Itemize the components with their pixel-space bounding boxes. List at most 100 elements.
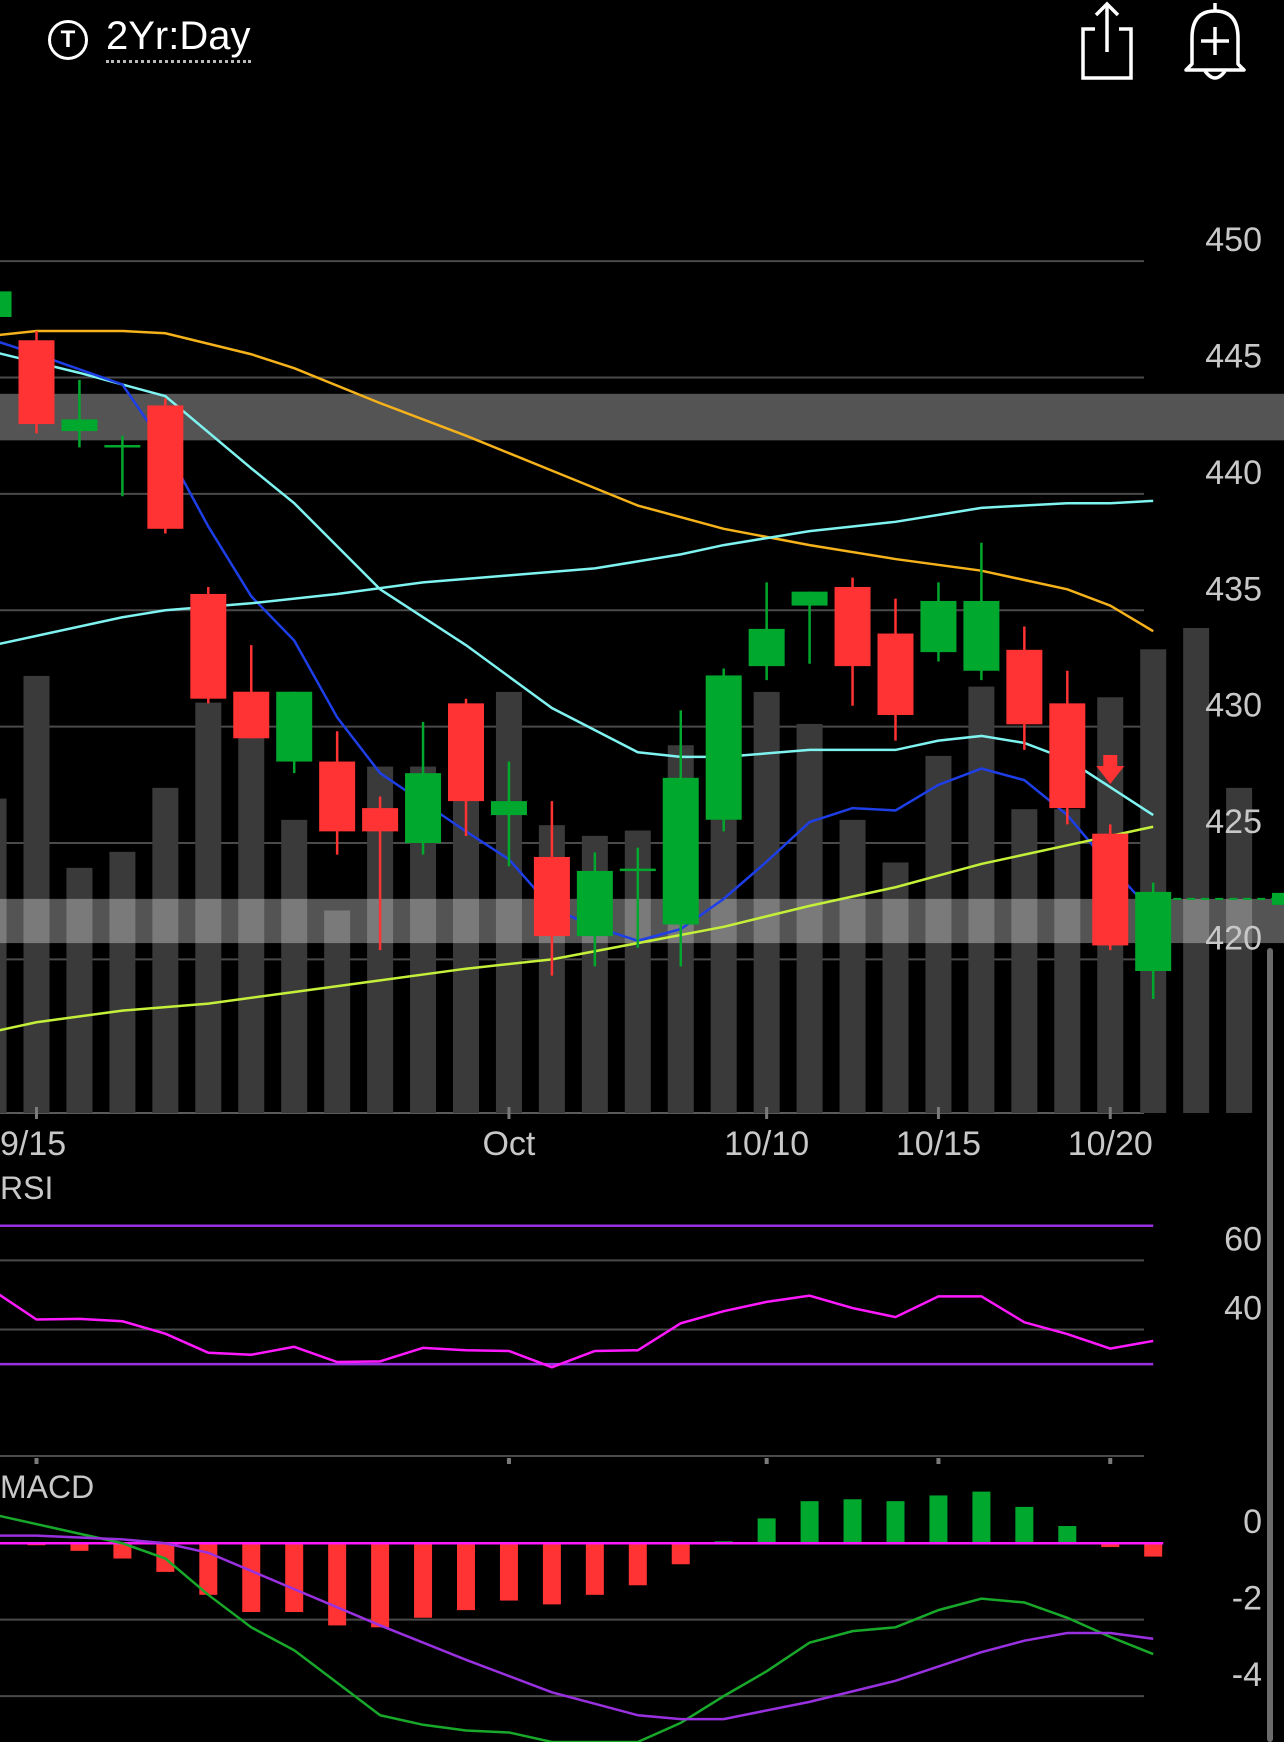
candle-body — [319, 761, 356, 832]
macd-histogram-bar — [1101, 1543, 1120, 1548]
price-axis: 450 445 440 435 430 425 420 — [1205, 221, 1262, 957]
candle-body — [147, 405, 184, 529]
candle-body — [61, 419, 98, 432]
candle-body — [1092, 833, 1129, 946]
candle-body — [190, 593, 227, 699]
candle-body — [276, 691, 313, 762]
date-tick-label: 9/15 — [0, 1125, 66, 1163]
date-tick-label: 10/10 — [724, 1125, 809, 1163]
macd-histogram-bar — [414, 1543, 433, 1618]
candle-body — [791, 591, 828, 606]
vertical-scrollbar[interactable] — [1267, 948, 1273, 1742]
macd-histogram-bar — [457, 1543, 475, 1611]
volume-bar — [23, 675, 50, 1113]
volume-bar — [1011, 809, 1038, 1113]
candle-body — [963, 600, 1000, 671]
price-tick-label: 430 — [1205, 687, 1262, 725]
volume-bar — [1226, 787, 1253, 1113]
price-tick-label: 450 — [1205, 221, 1262, 259]
macd-histogram-bar — [800, 1501, 819, 1544]
volume-bar — [796, 723, 823, 1113]
macd-histogram-bar — [542, 1543, 561, 1605]
candle-body — [104, 445, 141, 448]
candle-body — [533, 856, 570, 937]
ticker-symbol-icon[interactable]: T — [48, 20, 88, 60]
candle-body — [1006, 649, 1043, 725]
macd-histogram-bar — [1144, 1543, 1163, 1557]
candle-body — [1135, 891, 1172, 972]
candle-body — [0, 291, 12, 317]
candle-body — [1049, 703, 1086, 809]
candle-body — [448, 703, 484, 802]
volume-bar — [1054, 809, 1081, 1113]
add-alert-bell-icon[interactable] — [1180, 0, 1250, 82]
macd-histogram-bar — [1058, 1526, 1077, 1544]
rsi-line — [0, 1293, 1154, 1369]
time-range-selector[interactable]: 2Yr:Day — [106, 14, 251, 63]
price-tick-label: 440 — [1205, 454, 1262, 492]
price-band — [0, 393, 1284, 441]
date-tick-label: 10/20 — [1068, 1125, 1153, 1163]
rsi-title: RSI — [0, 1170, 53, 1206]
price-tick-label: 435 — [1205, 570, 1262, 608]
candle-body — [405, 773, 442, 844]
candle-body — [233, 691, 270, 739]
macd-title: MACD — [0, 1469, 94, 1505]
volume-bar — [66, 867, 93, 1113]
price-tick-label: 420 — [1205, 919, 1262, 957]
volume-bar — [1140, 649, 1167, 1113]
price-tick-label: 425 — [1205, 803, 1262, 841]
rsi-tick-label: 60 — [1224, 1220, 1262, 1258]
macd-histogram-bar — [886, 1501, 905, 1544]
macd-histogram-bar — [113, 1543, 132, 1559]
macd-histogram-bar — [285, 1543, 304, 1613]
candle-body — [619, 868, 656, 872]
rsi-panel: RSI 60 40 — [0, 1170, 1262, 1457]
macd-panel: MACD 0 -2 -4 — [0, 1469, 1262, 1742]
candle-body — [490, 801, 527, 816]
volume-bar — [109, 851, 136, 1113]
candle-body — [662, 777, 699, 925]
candle-body — [834, 586, 871, 667]
macd-line — [0, 1514, 1154, 1742]
candle-body — [18, 340, 55, 425]
volume-bar — [710, 787, 737, 1113]
top-bar: T 2Yr:Day — [0, 0, 1284, 90]
candle-body — [705, 675, 742, 820]
candle-body — [920, 600, 957, 653]
date-axis: 9/15 Oct 10/10 10/15 10/20 — [0, 1107, 1153, 1464]
macd-histogram-bar — [929, 1495, 948, 1544]
share-icon[interactable] — [1075, 0, 1137, 82]
macd-histogram-bar — [585, 1543, 604, 1595]
macd-histogram-bar — [972, 1491, 991, 1544]
candle-body — [748, 628, 785, 667]
macd-histogram-bar — [199, 1543, 218, 1595]
macd-histogram-bar — [628, 1543, 647, 1586]
volume-bar — [195, 702, 222, 1113]
macd-histogram-bar — [671, 1543, 690, 1565]
price-band — [0, 898, 1284, 944]
sell-signal-arrow-icon — [1096, 755, 1125, 784]
volume-bar — [0, 798, 7, 1113]
moving-average-line — [0, 329, 1154, 633]
candlesticks — [0, 291, 1284, 999]
candle-body — [576, 870, 613, 937]
volume-bar — [281, 819, 308, 1113]
macd-histogram-bar — [499, 1543, 518, 1601]
price-tick-label: 445 — [1205, 338, 1262, 376]
volume-bar — [925, 755, 952, 1113]
last-price-marker — [1272, 892, 1284, 905]
macd-histogram-bar — [328, 1543, 347, 1626]
macd-histogram-bar — [70, 1543, 89, 1551]
macd-line — [0, 1534, 1154, 1721]
macd-tick-label: 0 — [1243, 1503, 1262, 1541]
candle-body — [362, 808, 399, 832]
moving-average-line — [0, 341, 1155, 943]
macd-histogram-bar — [843, 1499, 862, 1544]
macd-tick-label: -2 — [1232, 1580, 1262, 1618]
date-tick-label: 10/15 — [896, 1125, 981, 1163]
macd-tick-label: -4 — [1232, 1656, 1262, 1694]
volume-bar — [1183, 627, 1210, 1113]
macd-histogram-bar — [242, 1543, 261, 1613]
